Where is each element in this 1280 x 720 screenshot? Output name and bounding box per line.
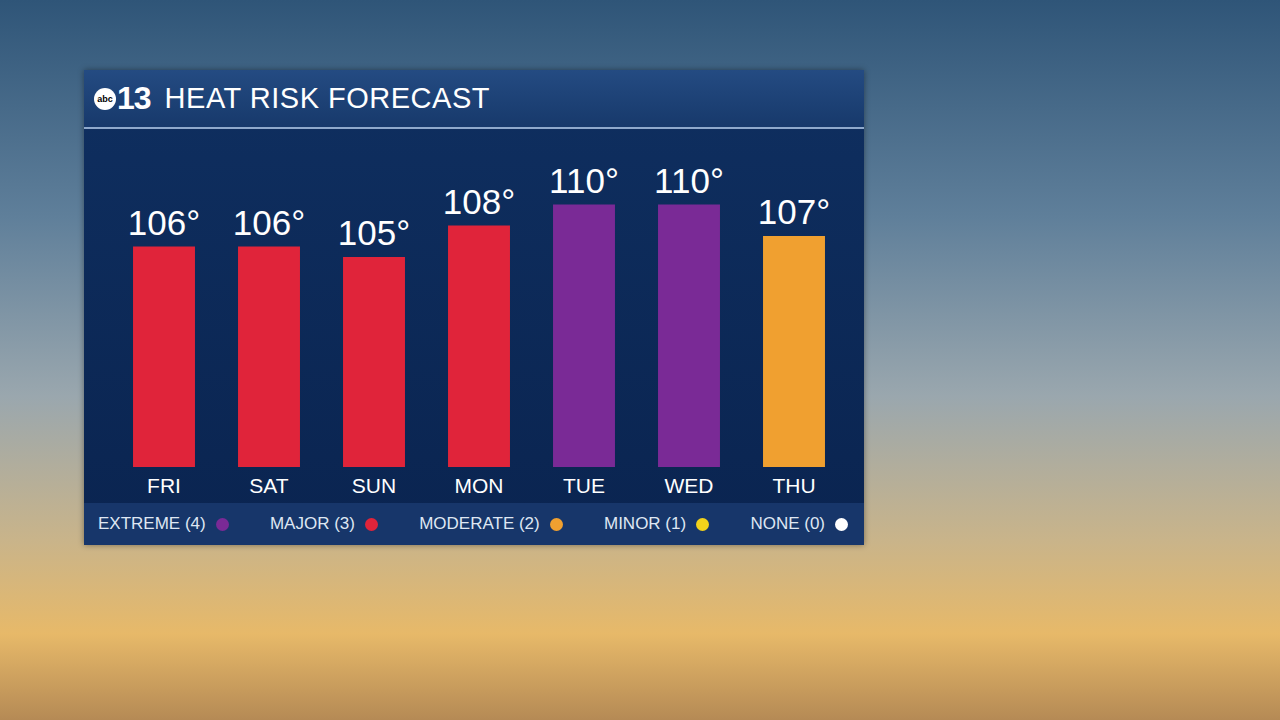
svg-text:MON: MON xyxy=(455,474,504,497)
svg-text:THU: THU xyxy=(772,474,815,497)
svg-text:106°: 106° xyxy=(128,203,200,242)
svg-text:WED: WED xyxy=(665,474,714,497)
svg-text:TUE: TUE xyxy=(563,474,605,497)
html-text:MINOR (1): MINOR (1) xyxy=(604,514,687,533)
svg-text:SUN: SUN xyxy=(352,474,396,497)
svg-text:108°: 108° xyxy=(443,182,515,221)
html-text:13: 13 xyxy=(117,80,151,116)
html-text:NONE (0): NONE (0) xyxy=(750,514,825,533)
html-text:HEAT RISK FORECAST: HEAT RISK FORECAST xyxy=(164,82,490,114)
svg-text:110°: 110° xyxy=(654,161,724,200)
svg-text:107°: 107° xyxy=(758,192,830,231)
html-text:abc: abc xyxy=(97,93,113,104)
svg-text:110°: 110° xyxy=(549,161,619,200)
svg-text:105°: 105° xyxy=(338,213,410,252)
svg-text:FRI: FRI xyxy=(147,474,181,497)
html-text:MODERATE (2): MODERATE (2) xyxy=(419,514,540,533)
html-text:MAJOR (3): MAJOR (3) xyxy=(269,514,355,533)
svg-text:SAT: SAT xyxy=(249,474,288,497)
svg-text:106°: 106° xyxy=(233,203,305,242)
html-text:EXTREME (4): EXTREME (4) xyxy=(98,514,206,533)
